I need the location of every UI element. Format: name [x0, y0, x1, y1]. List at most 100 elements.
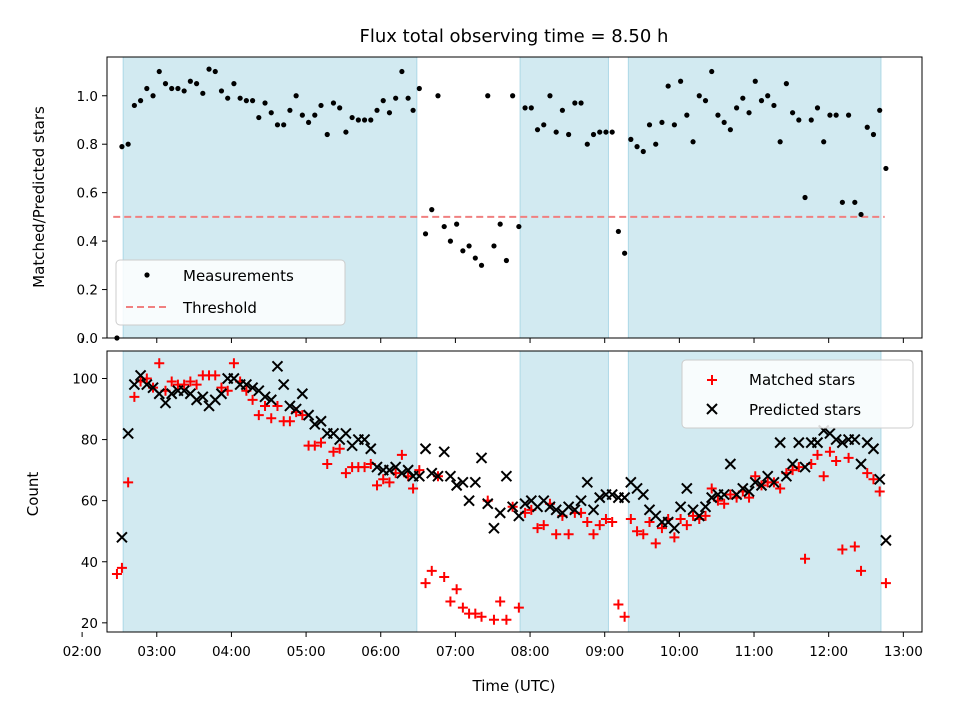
predicted-star-point: [506, 501, 519, 513]
bottom-y-tick-label: 60: [81, 494, 98, 510]
predicted-star-point: [371, 461, 383, 473]
predicted-star-point: [444, 470, 457, 482]
measurement-point: [715, 112, 721, 118]
predicted-star-point: [500, 470, 513, 482]
measurement-point: [137, 98, 144, 104]
matched-star-point: [868, 474, 879, 485]
measurement-point: [200, 90, 206, 96]
matched-star-point: [359, 462, 370, 473]
measurement-point: [237, 95, 243, 101]
measurement-point: [454, 221, 460, 227]
matched-star-point: [322, 459, 333, 470]
measurement-point: [777, 139, 783, 145]
predicted-star-point: [550, 504, 562, 516]
predicted-star-point: [581, 476, 593, 489]
measurement-point: [361, 117, 368, 123]
measurement-point: [447, 238, 454, 244]
predicted-star-point: [743, 485, 755, 498]
matched-star-point: [253, 410, 264, 421]
bottom-x-tick-label: 07:00: [436, 644, 475, 660]
predicted-star-point: [544, 501, 556, 513]
predicted-star-point: [284, 400, 296, 412]
predicted-star-point: [419, 443, 432, 455]
measurement-point: [374, 107, 380, 113]
measurement-point: [231, 81, 237, 87]
measurement-point: [441, 223, 447, 230]
predicted-star-point: [867, 443, 880, 455]
measurement-point: [665, 83, 671, 89]
measurement-point: [212, 68, 218, 75]
predicted-star-point: [811, 436, 824, 449]
measurement-point: [765, 93, 771, 99]
predicted-star-point: [569, 504, 581, 516]
predicted-star-point: [309, 418, 321, 431]
bottom-legend-box: [681, 359, 914, 429]
measurement-point: [864, 124, 870, 130]
measurement-point: [193, 81, 200, 87]
measurement-point: [497, 221, 503, 227]
measurement-point: [355, 117, 361, 123]
predicted-star-point: [128, 378, 141, 391]
measurement-point: [429, 207, 435, 213]
measurement-point: [877, 107, 883, 113]
matched-star-point: [384, 477, 395, 488]
measurement-point: [218, 88, 225, 94]
matched-star-point: [824, 446, 835, 457]
predicted-star-point: [457, 476, 469, 489]
matched-star-point: [309, 440, 320, 451]
measurement-point: [343, 129, 349, 135]
predicted-star-point: [358, 433, 371, 446]
matched-star-point: [719, 498, 730, 509]
matched-star-point: [538, 520, 549, 531]
predicted-star-point: [513, 510, 525, 522]
measurement-point: [435, 93, 441, 99]
measurement-point: [833, 112, 839, 118]
predicted-star-point: [438, 446, 450, 458]
matched-star-point: [328, 446, 339, 457]
measurement-point: [405, 95, 411, 101]
measurement-point: [349, 114, 355, 121]
predicted-star-point: [681, 482, 693, 495]
measurement-point: [368, 117, 374, 123]
measurement-point: [503, 257, 510, 264]
measurement-point: [243, 98, 249, 104]
predicted-star-point: [116, 531, 128, 544]
measurement-point: [541, 122, 547, 128]
matched-star-point: [582, 517, 593, 528]
predicted-star-point: [786, 458, 799, 470]
matched-star-point: [656, 523, 667, 534]
measurement-point: [796, 117, 802, 123]
measurement-point: [318, 102, 324, 109]
matched-star-point: [818, 471, 829, 482]
legend-matched-marker: [707, 375, 717, 385]
matched-star-point: [856, 565, 867, 576]
predicted-star-point: [190, 394, 203, 406]
matched-star-point: [837, 544, 848, 555]
matched-star-point: [372, 480, 383, 491]
predicted-star-point: [494, 507, 506, 519]
measurement-point: [249, 98, 256, 104]
bottom-y-tick-label: 100: [72, 371, 98, 387]
measurement-point: [268, 110, 274, 116]
matched-star-point: [476, 611, 487, 622]
measurement-point: [386, 110, 393, 116]
measurement-point: [466, 243, 472, 249]
matched-star-point: [744, 492, 755, 503]
measurement-point: [416, 85, 422, 92]
bottom-x-tick-label: 04:00: [212, 644, 251, 660]
predicted-star-point: [290, 403, 302, 415]
predicted-star-point: [699, 501, 712, 513]
measurement-point: [752, 78, 758, 84]
measurement-point: [337, 105, 343, 111]
measurement-point: [808, 117, 814, 123]
measurement-point: [299, 112, 305, 118]
matched-star-point: [340, 468, 351, 479]
measurement-point: [814, 105, 821, 111]
top-y-tick-label: 0.0: [77, 331, 98, 347]
matched-star-point: [185, 376, 196, 387]
matched-star-point: [880, 578, 891, 589]
measurement-point: [547, 93, 553, 99]
measurement-point: [827, 112, 833, 118]
measurement-point: [566, 131, 572, 138]
